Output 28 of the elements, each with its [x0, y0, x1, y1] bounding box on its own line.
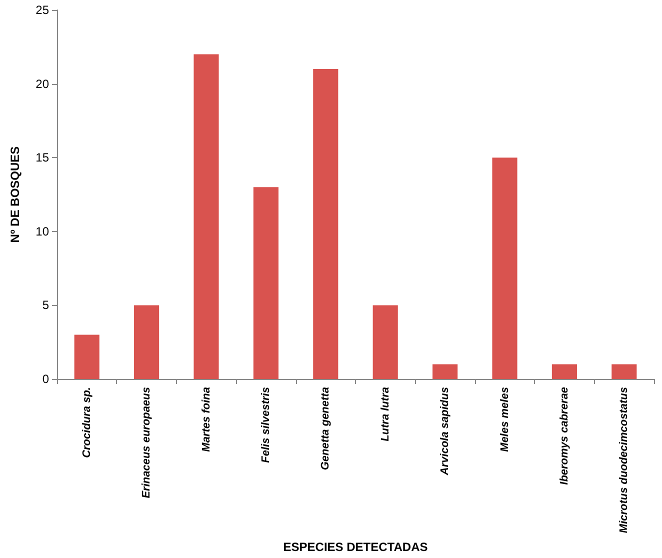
y-tick-label: 10: [36, 224, 50, 238]
y-tick-label: 5: [42, 298, 50, 312]
x-axis-title: ESPECIES DETECTADAS: [283, 540, 428, 554]
bar: [134, 305, 160, 380]
bar: [552, 364, 577, 380]
y-tick-label: 25: [36, 3, 50, 17]
bar: [253, 187, 278, 380]
x-tick-label: Microtus duodecimcostatus: [618, 387, 630, 534]
x-tick-label: Erinaceus europaeus: [140, 387, 153, 498]
x-tick-label: Felis silvestris: [260, 387, 272, 463]
x-tick-label: Meles meles: [498, 387, 511, 452]
bar: [612, 364, 637, 380]
y-tick-label: 0: [42, 372, 50, 386]
bar: [313, 69, 338, 380]
x-tick-label: Genetta genetta: [320, 387, 332, 470]
x-tick-label: Arvicola sapidus: [439, 387, 452, 476]
bar: [492, 158, 518, 380]
y-tick-label: 20: [36, 76, 50, 91]
bar: [194, 54, 219, 380]
x-tick-label: Iberomys cabrerae: [558, 387, 570, 485]
bar: [74, 334, 100, 380]
x-tick-label: Lutra lutra: [379, 387, 392, 442]
y-axis-title: Nº DE BOSQUES: [8, 146, 22, 243]
bar: [432, 364, 458, 380]
y-tick-label: 15: [36, 150, 50, 165]
bar: [372, 305, 398, 380]
x-tick-label: Crocidura sp.: [80, 387, 93, 458]
x-tick-label: Martes foina: [200, 387, 212, 452]
